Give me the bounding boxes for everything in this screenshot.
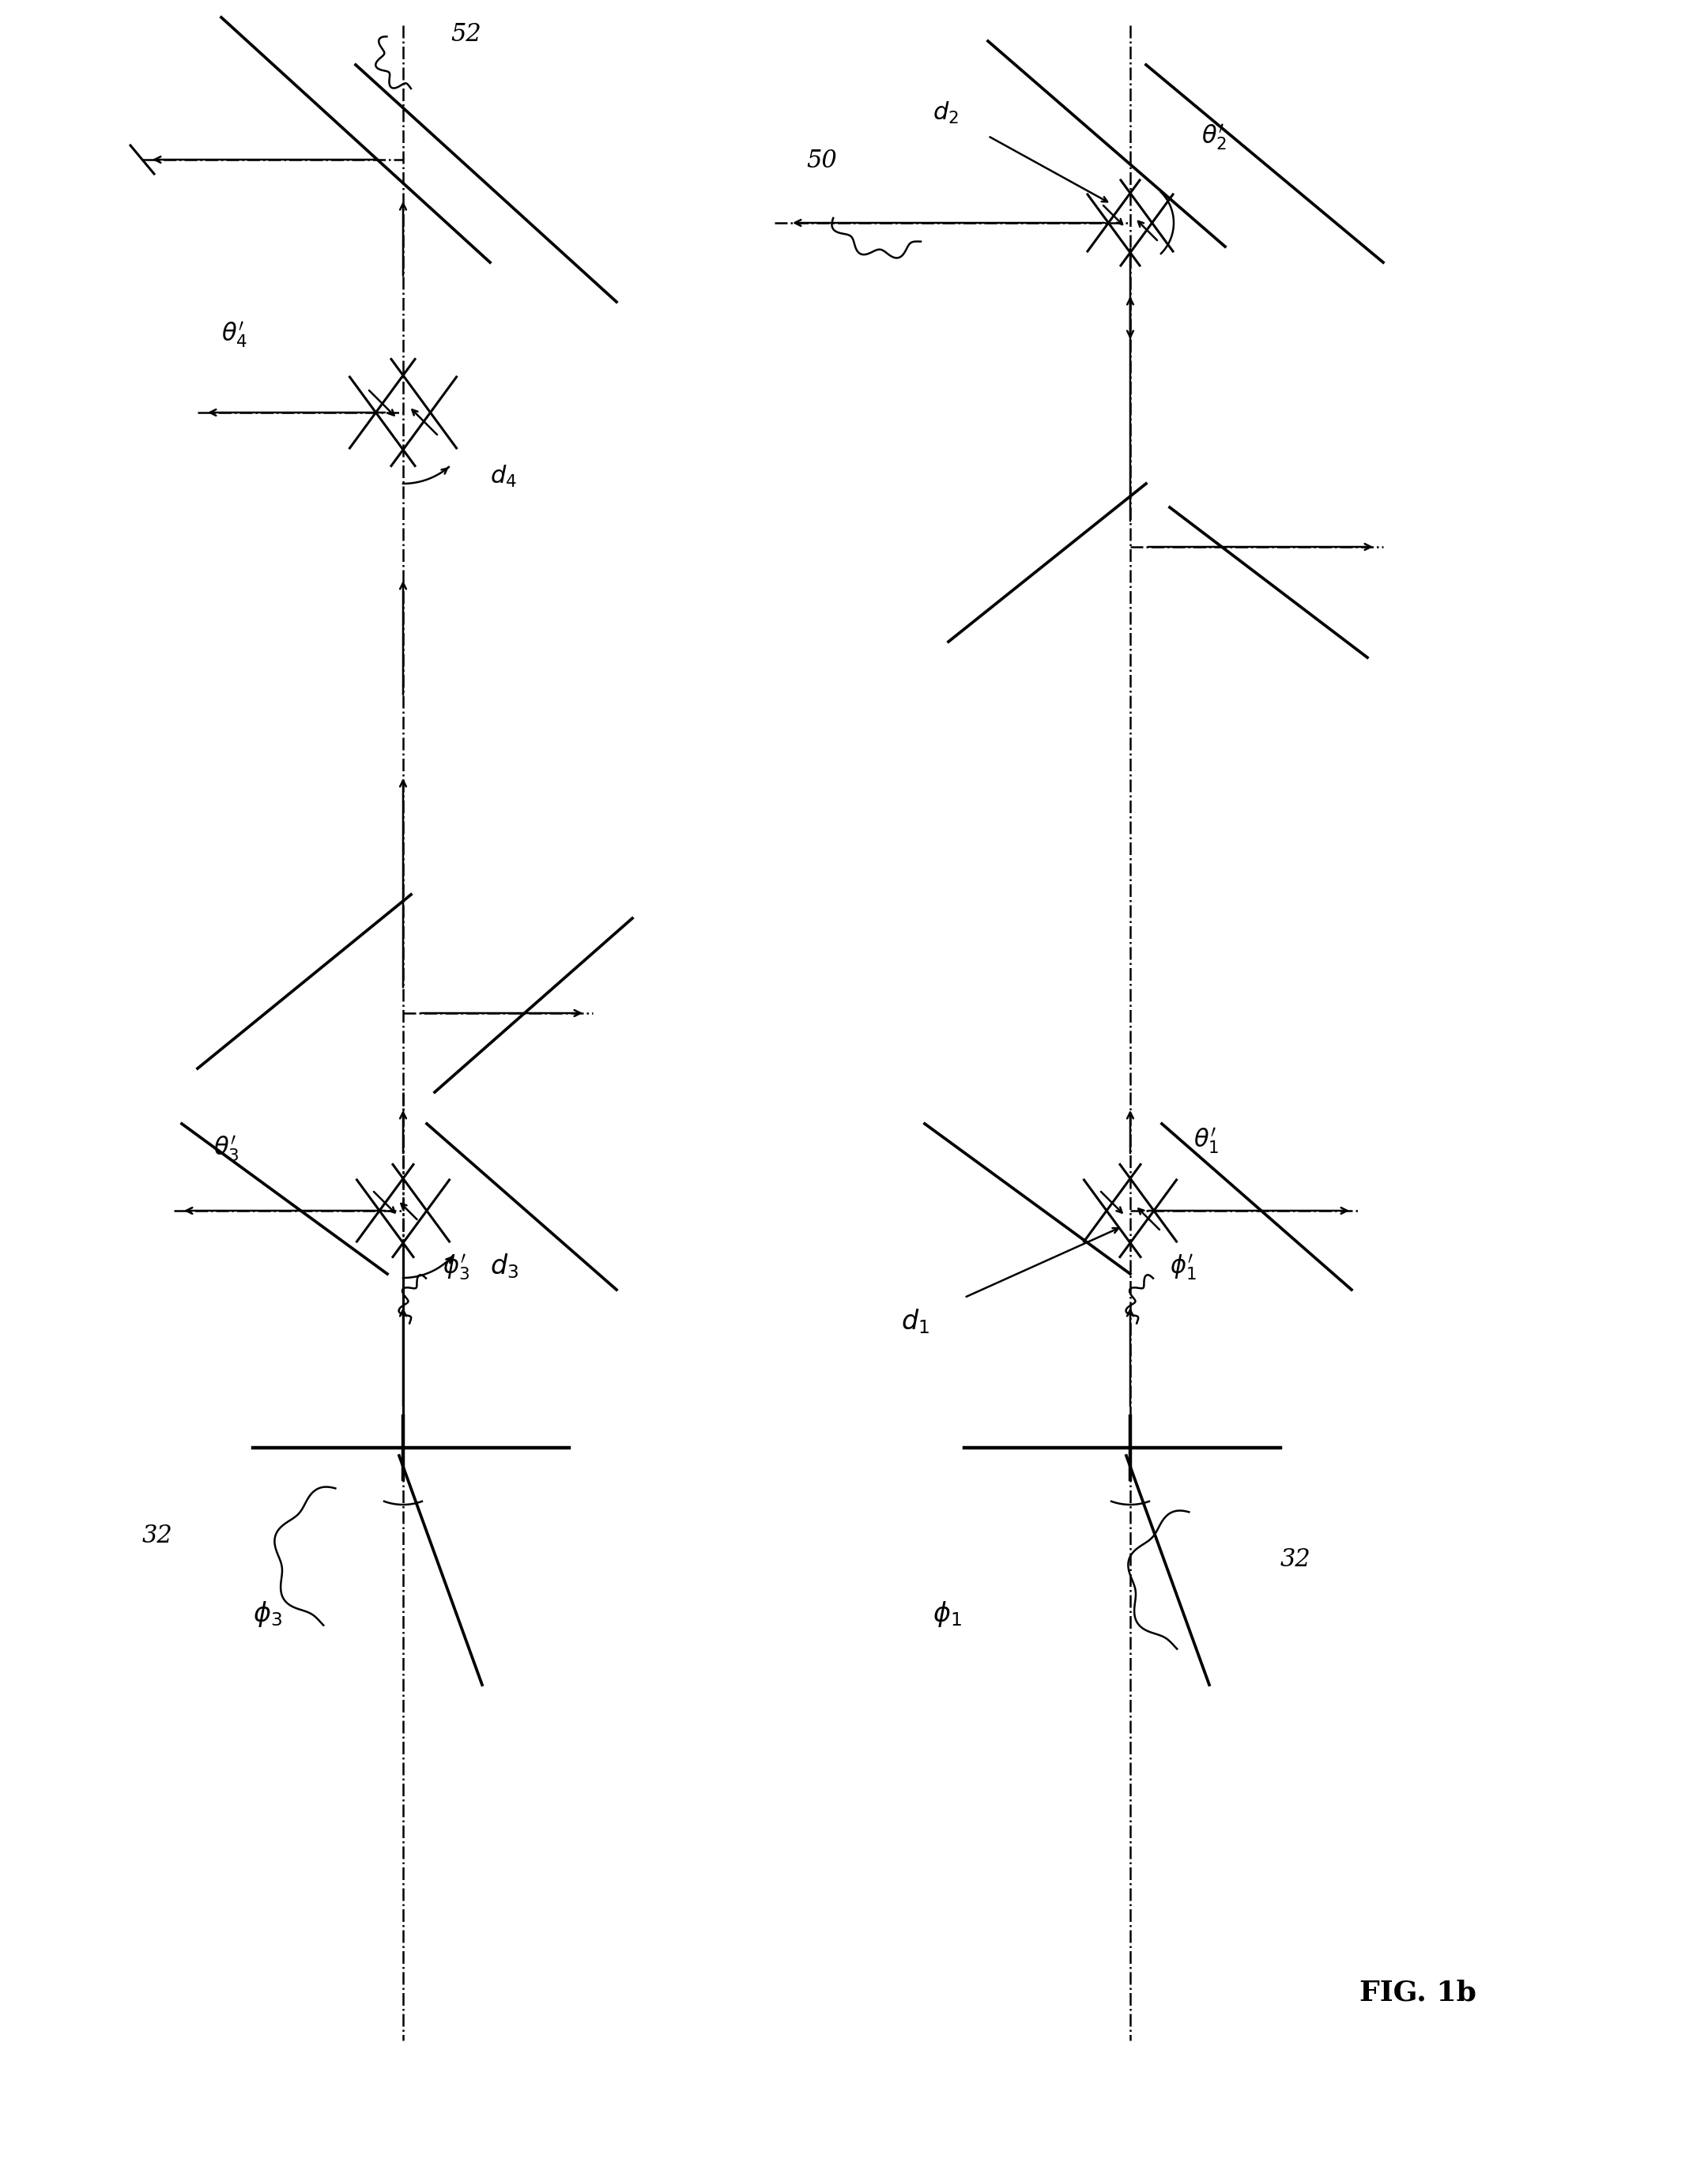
Text: $\phi_1'$: $\phi_1'$ (1170, 1252, 1196, 1282)
Text: $\theta_4'$: $\theta_4'$ (222, 320, 248, 350)
Text: $\theta_2'$: $\theta_2'$ (1201, 123, 1226, 153)
Text: FIG. 1b: FIG. 1b (1360, 1980, 1476, 2006)
Text: $\theta_3'$: $\theta_3'$ (214, 1133, 239, 1164)
Text: 32: 32 (142, 1524, 173, 1548)
Text: $d_3$: $d_3$ (490, 1252, 519, 1280)
Text: 32: 32 (1281, 1548, 1312, 1572)
Text: 52: 52 (451, 22, 482, 47)
Text: $d_2$: $d_2$ (933, 99, 958, 125)
Text: $\phi_3'$: $\phi_3'$ (442, 1252, 470, 1282)
Text: 50: 50 (806, 149, 837, 173)
Text: $\phi_3$: $\phi_3$ (253, 1600, 282, 1628)
Text: $\theta_1'$: $\theta_1'$ (1194, 1127, 1220, 1155)
Text: $\phi_1$: $\phi_1$ (933, 1600, 962, 1628)
Text: $d_1$: $d_1$ (902, 1306, 929, 1334)
Text: $d_4$: $d_4$ (490, 464, 518, 490)
